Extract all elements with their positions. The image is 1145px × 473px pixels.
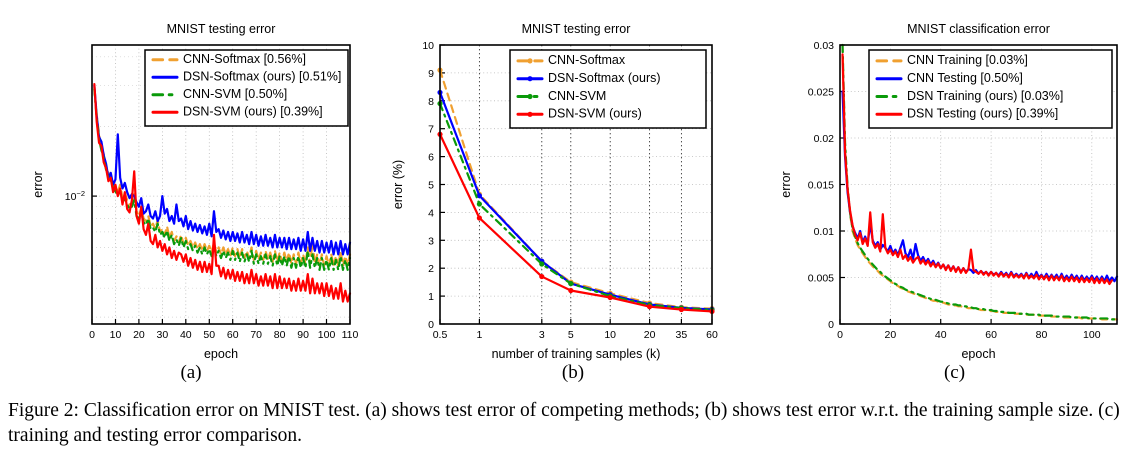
- svg-text:90: 90: [297, 329, 309, 341]
- svg-text:8: 8: [428, 96, 434, 108]
- svg-text:0.025: 0.025: [808, 87, 834, 99]
- svg-text:0.5: 0.5: [433, 329, 448, 341]
- svg-text:80: 80: [1036, 329, 1048, 341]
- svg-text:CNN Testing [0.50%]: CNN Testing [0.50%]: [907, 71, 1023, 85]
- svg-text:100: 100: [318, 329, 336, 341]
- chart-c-svg: MNIST classification error 0 0.005 0.01 0.01…: [779, 22, 1119, 361]
- svg-text:80: 80: [274, 329, 286, 341]
- figure-caption: Figure 2: Classification error on MNIST …: [8, 398, 1138, 449]
- svg-text:CNN-Softmax: CNN-Softmax: [548, 53, 626, 67]
- svg-text:60: 60: [985, 329, 997, 341]
- svg-text:5: 5: [428, 180, 434, 192]
- svg-text:1: 1: [428, 291, 434, 303]
- svg-text:35: 35: [676, 329, 688, 341]
- subfigure-label-a: (a): [180, 362, 202, 383]
- svg-text:DSN-SVM (ours) [0.39%]: DSN-SVM (ours) [0.39%]: [183, 105, 323, 119]
- svg-text:DSN-Softmax (ours): DSN-Softmax (ours): [548, 71, 661, 85]
- svg-text:1: 1: [476, 329, 482, 341]
- svg-text:4: 4: [428, 207, 434, 219]
- svg-text:0: 0: [428, 319, 434, 331]
- subfigure-label-b: (b): [561, 362, 585, 383]
- svg-text:60: 60: [706, 329, 718, 341]
- svg-text:70: 70: [250, 329, 262, 341]
- svg-text:0: 0: [828, 319, 834, 331]
- svg-text:CNN-Softmax [0.56%]: CNN-Softmax [0.56%]: [183, 52, 306, 66]
- svg-text:40: 40: [935, 329, 947, 341]
- caption-line-2: test error w.r.t. the training sample si…: [8, 400, 1120, 447]
- svg-text:6: 6: [428, 152, 434, 164]
- svg-text:CNN-SVM [0.50%]: CNN-SVM [0.50%]: [183, 87, 287, 101]
- svg-text:MNIST classification error: MNIST classification error: [907, 22, 1050, 36]
- caption-line-1: Figure 2: Classification error on MNIST …: [8, 400, 782, 421]
- svg-text:10−2: 10−2: [65, 189, 85, 203]
- svg-text:0: 0: [837, 329, 843, 341]
- svg-text:10: 10: [110, 329, 122, 341]
- svg-text:CNN-SVM: CNN-SVM: [548, 89, 606, 103]
- svg-text:0.02: 0.02: [814, 133, 835, 145]
- svg-text:5: 5: [568, 329, 574, 341]
- svg-text:20: 20: [644, 329, 656, 341]
- svg-text:epoch: epoch: [204, 347, 238, 361]
- svg-text:DSN-SVM (ours): DSN-SVM (ours): [548, 107, 642, 121]
- svg-text:3: 3: [539, 329, 545, 341]
- svg-text:110: 110: [342, 329, 359, 341]
- svg-text:MNIST testing error: MNIST testing error: [522, 22, 631, 36]
- svg-text:100: 100: [1083, 329, 1101, 341]
- svg-text:0.015: 0.015: [808, 180, 834, 192]
- svg-text:7: 7: [428, 124, 434, 136]
- svg-text:CNN Training [0.03%]: CNN Training [0.03%]: [907, 53, 1028, 67]
- svg-text:3: 3: [428, 235, 434, 247]
- svg-text:2: 2: [428, 263, 434, 275]
- chart-panel-a: MNIST testing error 10−2 0 10 20 30 40 50 60 70 80…: [0, 0, 382, 390]
- svg-text:error: error: [779, 171, 793, 197]
- svg-text:DSN Testing (ours) [0.39%]: DSN Testing (ours) [0.39%]: [907, 107, 1058, 121]
- chart-a-svg: MNIST testing error 10−2 0 10 20 30 40 50 60 70 80…: [31, 22, 359, 361]
- svg-text:epoch: epoch: [961, 347, 995, 361]
- svg-text:0: 0: [89, 329, 95, 341]
- subfigure-label-c: (c): [943, 362, 966, 383]
- svg-text:60: 60: [227, 329, 239, 341]
- chart-panel-b: MNIST testing error 0 1 2 3 4 5 6 7 8 9 10 0.5 1 3 5 10 2…: [382, 0, 764, 390]
- svg-text:error: error: [31, 171, 45, 197]
- svg-text:error (%): error (%): [391, 160, 405, 209]
- svg-text:20: 20: [133, 329, 145, 341]
- svg-text:30: 30: [157, 329, 169, 341]
- svg-text:0.005: 0.005: [808, 273, 834, 285]
- chart-panel-c: MNIST classification error 0 0.005 0.01 0.01…: [764, 0, 1145, 390]
- svg-text:number of training samples (k): number of training samples (k): [492, 347, 661, 361]
- svg-text:DSN-Softmax (ours) [0.51%]: DSN-Softmax (ours) [0.51%]: [183, 70, 341, 84]
- svg-text:10: 10: [604, 329, 616, 341]
- svg-text:40: 40: [180, 329, 192, 341]
- svg-text:MNIST testing error: MNIST testing error: [167, 22, 276, 36]
- svg-text:0.03: 0.03: [814, 40, 835, 52]
- svg-text:9: 9: [428, 68, 434, 80]
- svg-text:20: 20: [885, 329, 897, 341]
- svg-text:10: 10: [422, 40, 434, 52]
- svg-text:0.01: 0.01: [814, 226, 835, 238]
- svg-text:50: 50: [203, 329, 215, 341]
- svg-text:DSN Training (ours) [0.03%]: DSN Training (ours) [0.03%]: [907, 89, 1063, 103]
